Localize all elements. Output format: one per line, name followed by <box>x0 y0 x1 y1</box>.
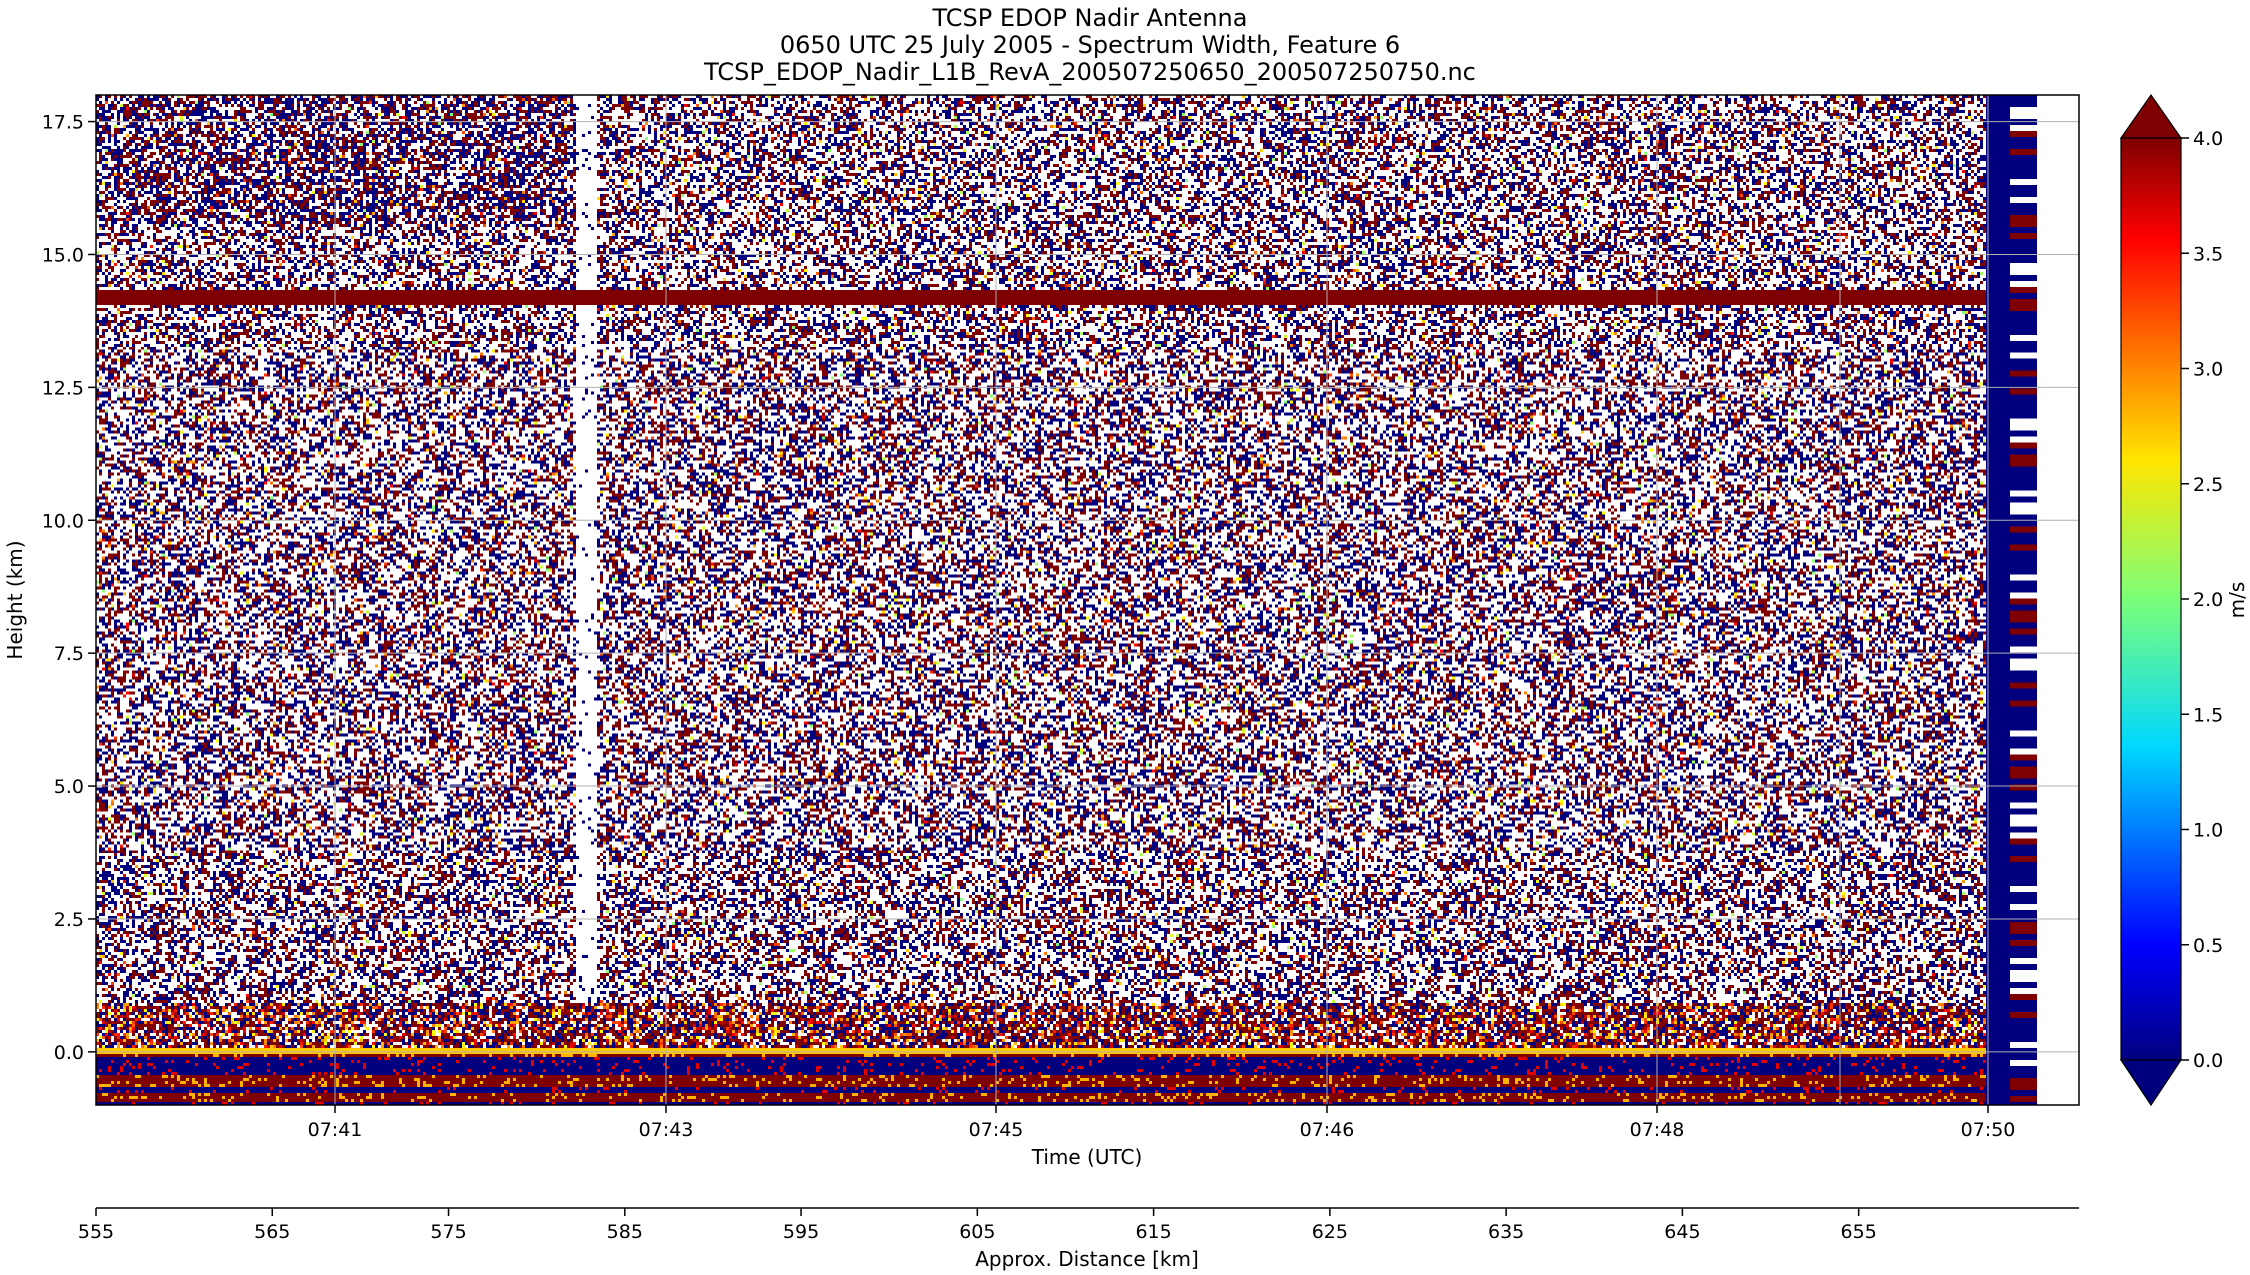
colorbar-ticks: 0.0 0.5 1.0 1.5 2.0 2.5 3.0 3.5 4.0 <box>2181 128 2223 1072</box>
x-tick-label: 07:46 <box>1300 1119 1355 1141</box>
distance-tick-label: 605 <box>959 1221 995 1243</box>
colorbar-tick-label: 1.0 <box>2193 820 2223 842</box>
chart-title-line-1: TCSP EDOP Nadir Antenna <box>932 4 1248 32</box>
plot-frame <box>95 94 2080 1106</box>
x-axis-ticks: 07:41 07:43 07:45 07:46 07:48 07:50 <box>308 1105 2016 1141</box>
distance-tick-label: 595 <box>783 1221 819 1243</box>
chart-title-line-2: 0650 UTC 25 July 2005 - Spectrum Width, … <box>780 31 1400 59</box>
distance-tick-label: 645 <box>1664 1221 1700 1243</box>
distance-tick-label: 615 <box>1135 1221 1171 1243</box>
heatmap-image <box>96 95 2079 1105</box>
y-tick-label: 15.0 <box>42 244 84 266</box>
colorbar-body <box>2120 137 2182 1061</box>
colorbar-tick-label: 4.0 <box>2193 128 2223 150</box>
x-tick-label: 07:41 <box>308 1119 363 1141</box>
grid-lines <box>96 95 2079 1105</box>
distance-tick-label: 625 <box>1312 1221 1348 1243</box>
colorbar-label: m/s <box>2225 582 2249 619</box>
distance-tick-label: 555 <box>78 1221 114 1243</box>
x-tick-label: 07:48 <box>1630 1119 1685 1141</box>
colorbar-tick-label: 2.5 <box>2193 474 2223 496</box>
x-axis-label: Time (UTC) <box>1031 1145 1143 1169</box>
colorbar-extend-bottom <box>2119 1059 2183 1107</box>
y-tick-label: 10.0 <box>42 510 84 532</box>
chart-title-line-3: TCSP_EDOP_Nadir_L1B_RevA_200507250650_20… <box>703 58 1476 86</box>
colorbar-extend-top <box>2119 93 2183 139</box>
colorbar-tick-label: 3.5 <box>2193 243 2223 265</box>
y-axis-ticks: 0.0 2.5 5.0 7.5 10.0 12.5 15.0 17.5 <box>42 112 96 1064</box>
distance-tick-label: 575 <box>430 1221 466 1243</box>
x-tick-label: 07:50 <box>1961 1119 2016 1141</box>
distance-axis-label: Approx. Distance [km] <box>975 1247 1199 1271</box>
distance-axis-ticks: 555 565 575 585 595 605 615 625 635 645 655 <box>78 1208 1877 1243</box>
distance-tick-label: 655 <box>1841 1221 1877 1243</box>
colorbar-tick-label: 3.0 <box>2193 359 2223 381</box>
heatmap-area <box>96 95 2079 1105</box>
distance-tick-label: 635 <box>1488 1221 1524 1243</box>
y-tick-label: 0.0 <box>54 1042 84 1064</box>
y-tick-label: 12.5 <box>42 377 84 399</box>
x-tick-label: 07:45 <box>969 1119 1024 1141</box>
y-tick-label: 5.0 <box>54 776 84 798</box>
colorbar-tick-label: 0.0 <box>2193 1050 2223 1072</box>
colorbar-tick-label: 2.0 <box>2193 589 2223 611</box>
colorbar-tick-label: 0.5 <box>2193 935 2223 957</box>
y-tick-label: 2.5 <box>54 909 84 931</box>
y-tick-label: 7.5 <box>54 643 84 665</box>
y-tick-label: 17.5 <box>42 112 84 134</box>
colorbar-tick-label: 1.5 <box>2193 704 2223 726</box>
colorbar: 0.0 0.5 1.0 1.5 2.0 2.5 3.0 3.5 4.0 m/s <box>2119 93 2249 1107</box>
distance-tick-label: 565 <box>254 1221 290 1243</box>
x-tick-label: 07:43 <box>639 1119 694 1141</box>
y-axis-label: Height (km) <box>3 540 27 659</box>
distance-tick-label: 585 <box>607 1221 643 1243</box>
